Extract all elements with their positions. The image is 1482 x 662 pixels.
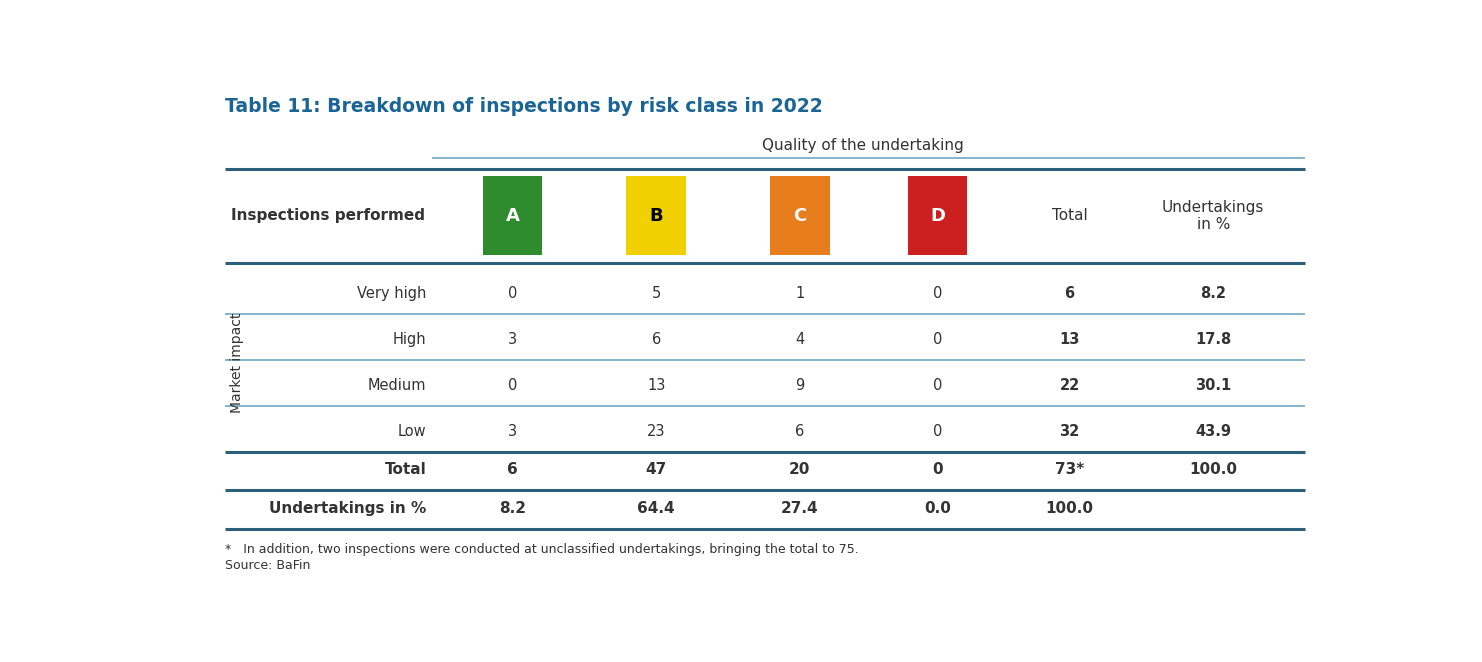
Text: 43.9: 43.9 — [1194, 424, 1232, 439]
Text: 8.2: 8.2 — [499, 501, 526, 516]
Text: 3: 3 — [508, 424, 517, 439]
Text: 13: 13 — [648, 378, 665, 393]
FancyBboxPatch shape — [483, 176, 542, 256]
Text: Undertakings in %: Undertakings in % — [270, 501, 427, 516]
Text: 47: 47 — [646, 462, 667, 477]
Text: Total: Total — [1052, 209, 1088, 223]
Text: Inspections performed: Inspections performed — [231, 209, 425, 223]
FancyBboxPatch shape — [907, 176, 968, 256]
Text: B: B — [649, 207, 662, 225]
Text: 20: 20 — [788, 462, 811, 477]
Text: 30.1: 30.1 — [1194, 378, 1232, 393]
Text: 22: 22 — [1060, 378, 1080, 393]
Text: 100.0: 100.0 — [1046, 501, 1094, 516]
Text: 100.0: 100.0 — [1189, 462, 1237, 477]
Text: 4: 4 — [796, 332, 805, 347]
Text: 0: 0 — [932, 462, 943, 477]
Text: Low: Low — [397, 424, 427, 439]
Text: Market impact: Market impact — [230, 312, 245, 412]
Text: 32: 32 — [1060, 424, 1080, 439]
Text: 0: 0 — [932, 332, 943, 347]
Text: 9: 9 — [796, 378, 805, 393]
Text: 0: 0 — [508, 378, 517, 393]
Text: D: D — [931, 207, 946, 225]
Text: 0: 0 — [508, 286, 517, 301]
Text: 23: 23 — [648, 424, 665, 439]
Text: 27.4: 27.4 — [781, 501, 818, 516]
Text: Quality of the undertaking: Quality of the undertaking — [762, 138, 963, 153]
Text: 64.4: 64.4 — [637, 501, 674, 516]
Text: Medium: Medium — [368, 378, 427, 393]
Text: 6: 6 — [507, 462, 519, 477]
Text: 0: 0 — [932, 424, 943, 439]
FancyBboxPatch shape — [769, 176, 830, 256]
Text: C: C — [793, 207, 806, 225]
Text: 17.8: 17.8 — [1194, 332, 1232, 347]
Text: High: High — [393, 332, 427, 347]
Text: 6: 6 — [1064, 286, 1074, 301]
Text: 6: 6 — [652, 332, 661, 347]
Text: 6: 6 — [796, 424, 805, 439]
Text: Very high: Very high — [357, 286, 427, 301]
Text: A: A — [505, 207, 520, 225]
Text: Undertakings
in %: Undertakings in % — [1162, 200, 1264, 232]
Text: 3: 3 — [508, 332, 517, 347]
Text: Source: BaFin: Source: BaFin — [225, 559, 311, 571]
Text: 13: 13 — [1060, 332, 1080, 347]
Text: 1: 1 — [796, 286, 805, 301]
Text: 0: 0 — [932, 286, 943, 301]
Text: Total: Total — [385, 462, 427, 477]
Text: 0.0: 0.0 — [925, 501, 951, 516]
Text: 0: 0 — [932, 378, 943, 393]
FancyBboxPatch shape — [627, 176, 686, 256]
Text: 73*: 73* — [1055, 462, 1085, 477]
Text: *   In addition, two inspections were conducted at unclassified undertakings, br: * In addition, two inspections were cond… — [225, 544, 860, 556]
Text: 5: 5 — [652, 286, 661, 301]
Text: 8.2: 8.2 — [1200, 286, 1226, 301]
Text: Table 11: Breakdown of inspections by risk class in 2022: Table 11: Breakdown of inspections by ri… — [225, 97, 823, 117]
